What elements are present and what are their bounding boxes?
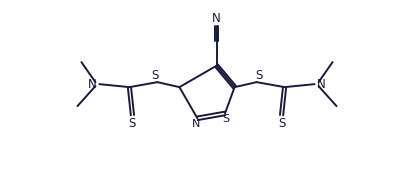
Text: N: N	[192, 119, 200, 129]
Text: S: S	[222, 114, 229, 124]
Text: S: S	[277, 117, 285, 130]
Text: S: S	[152, 69, 159, 82]
Text: N: N	[316, 78, 325, 91]
Text: N: N	[212, 12, 221, 25]
Text: S: S	[128, 117, 136, 130]
Text: N: N	[88, 78, 97, 91]
Text: S: S	[254, 69, 261, 82]
